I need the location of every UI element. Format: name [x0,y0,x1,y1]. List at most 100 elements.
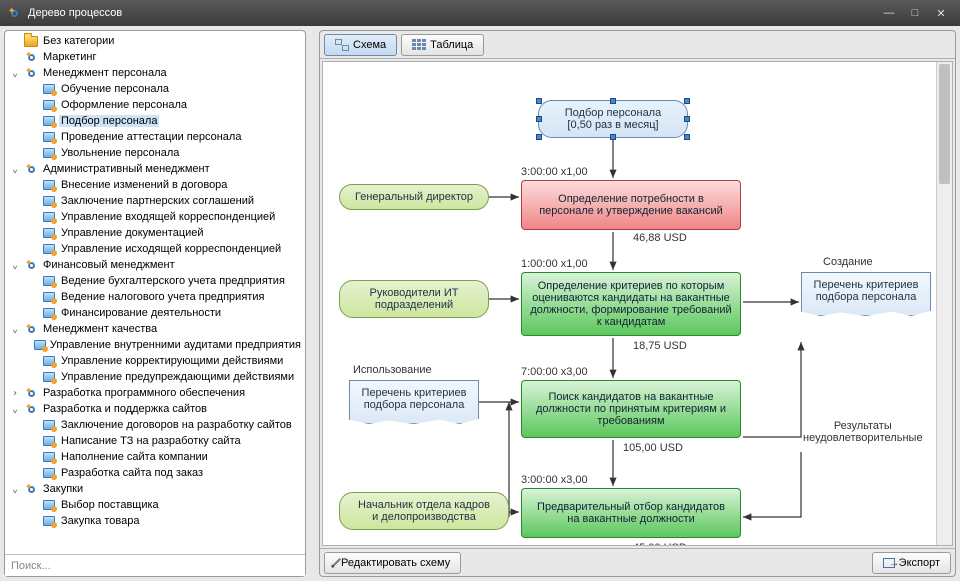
tree-node[interactable]: Наполнение сайта компании [5,449,305,465]
tree-node-label: Менеджмент качества [41,323,159,335]
export-icon [883,558,895,568]
tree-node[interactable]: ⌄Менеджмент персонала [5,65,305,81]
tree-node[interactable]: ⌄Административный менеджмент [5,161,305,177]
proc-3-cost: 105,00 USD [623,442,683,454]
item-icon [41,274,57,288]
tree-node[interactable]: Проведение аттестации персонала [5,129,305,145]
resize-handle[interactable] [536,116,542,122]
doc-criteria-out[interactable]: Перечень критериевподбора персонала [801,272,931,316]
tree-node-label: Разработка сайта под заказ [59,467,205,479]
export-button[interactable]: Экспорт [872,552,951,574]
tree-node[interactable]: Написание ТЗ на разработку сайта [5,433,305,449]
minimize-button[interactable]: — [876,4,902,22]
tree-node-label: Закупка товара [59,515,142,527]
role-hr-head[interactable]: Начальник отдела кадрови делопроизводств… [339,492,509,530]
scroll-thumb[interactable] [939,64,950,184]
tree-node[interactable]: ›Разработка программного обеспечения [5,385,305,401]
resize-handle[interactable] [536,98,542,104]
gear-icon [23,402,39,416]
tab-schema[interactable]: Схема [324,34,397,56]
search-placeholder: Поиск... [11,560,51,572]
tree-node[interactable]: Обучение персонала [5,81,305,97]
tree-node-label: Управление внутренними аудитами предприя… [48,339,303,351]
tree-node[interactable]: Выбор поставщика [5,497,305,513]
vertical-scrollbar[interactable] [936,62,952,545]
resize-handle[interactable] [536,134,542,140]
splitter[interactable] [310,30,315,577]
tree-node[interactable]: Ведение бухгалтерского учета предприятия [5,273,305,289]
tree-node-label: Управление документацией [59,227,206,239]
tree-node[interactable]: ⌄Финансовый менеджмент [5,257,305,273]
tree-node[interactable]: Управление корректирующими действиями [5,353,305,369]
tree-node[interactable]: Управление предупреждающими действиями [5,369,305,385]
expand-toggle[interactable]: ⌄ [9,68,21,79]
proc-2-time: 1:00:00 x1,00 [521,258,588,270]
proc-1[interactable]: Определение потребности в персонале и ут… [521,180,741,230]
role-it-managers[interactable]: Руководители ИТподразделений [339,280,489,318]
expand-toggle[interactable]: ⌄ [9,164,21,175]
tree-node[interactable]: ⌄Разработка и поддержка сайтов [5,401,305,417]
bottom-toolbar: Редактировать схему Экспорт [320,548,955,576]
tree-node[interactable]: Оформление персонала [5,97,305,113]
diagram-icon [335,39,349,51]
tab-table[interactable]: Таблица [401,34,484,56]
resize-handle[interactable] [684,98,690,104]
canvas-wrap: Подбор персонала [0,50 раз в месяц] Гене… [322,61,953,546]
resize-handle[interactable] [610,134,616,140]
role-general-director[interactable]: Генеральный директор [339,184,489,210]
tree-node[interactable]: Увольнение персонала [5,145,305,161]
gear-icon [23,482,39,496]
expand-toggle[interactable]: ⌄ [9,404,21,415]
tree-node-label: Ведение налогового учета предприятия [59,291,266,303]
proc-2[interactable]: Определение критериев по которым оценива… [521,272,741,336]
start-node[interactable]: Подбор персонала [0,50 раз в месяц] [538,100,688,138]
tree-node[interactable]: Управление внутренними аудитами предприя… [5,337,305,353]
proc-2-cost: 18,75 USD [633,340,687,352]
tree-node-label: Заключение партнерских соглашений [59,195,256,207]
tree-node[interactable]: Ведение налогового учета предприятия [5,289,305,305]
tree-node[interactable]: Управление входящей корреспонденцией [5,209,305,225]
proc-4[interactable]: Предварительный отбор кандидатов на вака… [521,488,741,538]
window-title: Дерево процессов [28,7,876,19]
expand-toggle[interactable]: ⌄ [9,484,21,495]
proc-1-time: 3:00:00 x1,00 [521,166,588,178]
expand-toggle[interactable]: › [9,388,21,399]
resize-handle[interactable] [610,98,616,104]
gear-icon [23,322,39,336]
tree-node-label: Управление предупреждающими действиями [59,371,296,383]
item-icon [34,338,46,352]
maximize-button[interactable]: □ [902,4,928,22]
tree-node[interactable]: Подбор персонала [5,113,305,129]
tree-node[interactable]: Заключение партнерских соглашений [5,193,305,209]
flow-canvas[interactable]: Подбор персонала [0,50 раз в месяц] Гене… [323,62,952,545]
item-icon [41,242,57,256]
tree-node[interactable]: ⌄ Менеджмент качества [5,321,305,337]
tree-node[interactable]: Управление документацией [5,225,305,241]
edit-schema-button[interactable]: Редактировать схему [324,552,461,574]
tree-node[interactable]: Маркетинг [5,49,305,65]
tree-node[interactable]: Управление исходящей корреспонденцией [5,241,305,257]
proc-3[interactable]: Поиск кандидатов на вакантные должности … [521,380,741,438]
tree-node[interactable]: Финансирование деятельности [5,305,305,321]
close-button[interactable]: ✕ [928,4,954,22]
tree-node[interactable]: Без категории [5,33,305,49]
title-bar: Дерево процессов — □ ✕ [0,0,960,26]
tree-node[interactable]: Внесение изменений в договора [5,177,305,193]
doc-criteria-in[interactable]: Перечень критериевподбора персонала [349,380,479,424]
tree-node[interactable]: ⌄Закупки [5,481,305,497]
resize-handle[interactable] [684,134,690,140]
proc-4-time: 3:00:00 x3,00 [521,474,588,486]
tree-node[interactable]: Заключение договоров на разработку сайто… [5,417,305,433]
resize-handle[interactable] [684,116,690,122]
tree-node[interactable]: Закупка товара [5,513,305,529]
expand-toggle[interactable]: ⌄ [9,260,21,271]
expand-toggle[interactable]: ⌄ [9,324,21,335]
gear-icon [23,66,39,80]
item-icon [41,130,57,144]
proc-3-time: 7:00:00 x3,00 [521,366,588,378]
tree-node[interactable]: Разработка сайта под заказ [5,465,305,481]
diagram-pane: Схема Таблица [319,30,956,577]
process-tree[interactable]: Без категорииМаркетинг⌄Менеджмент персон… [5,31,305,554]
search-box[interactable]: Поиск... [5,554,305,576]
edge-label-results: Результаты неудовлетворительные [803,420,923,444]
